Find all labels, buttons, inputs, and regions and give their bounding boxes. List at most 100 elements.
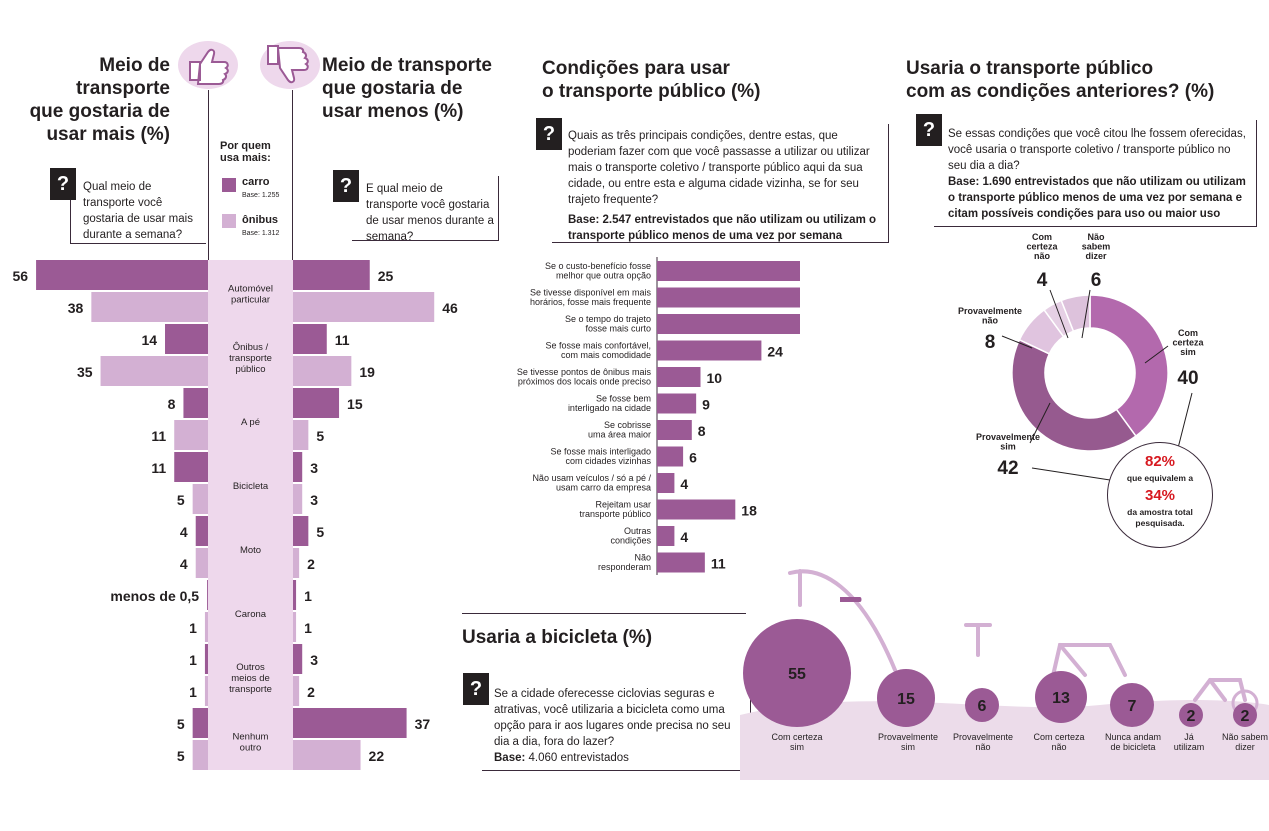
donut-chart: Com certeza sim 40 Provavelmente sim 42 Provave… (958, 232, 1205, 481)
left-title-line: Meio de transporte (76, 55, 170, 99)
bar-more-car (36, 260, 208, 290)
bike-bubble (1035, 671, 1087, 723)
question-icon: ? (333, 170, 359, 202)
donut-base-text: Base: 1.690 entrevistados que não utiliz… (948, 176, 1246, 220)
condition-value: 18 (741, 503, 757, 519)
bike-title: Usaria a bicicleta (%) (462, 627, 653, 648)
condition-bar (657, 340, 762, 361)
bar-more-car (204, 644, 208, 674)
value-label: 1 (189, 620, 197, 636)
thumbs-up-icon (178, 41, 238, 89)
category-panel (208, 580, 293, 644)
category-label: Outros meios de transporte (229, 662, 272, 695)
bike-bubble-label: Provavelmente sim (878, 732, 938, 752)
condition-bar (657, 446, 684, 467)
value-label: 35 (77, 364, 93, 380)
condition-label: Se fosse mais interligado com cidades viz… (550, 447, 651, 467)
note-text-1: que equivalem a (1126, 473, 1194, 483)
donut-title-line: com as condições anteriores? (%) (906, 81, 1215, 102)
bar-more-car (192, 708, 208, 738)
left-title: Meio de transporte que gostaria de usar … (14, 54, 170, 146)
value-label: 2 (307, 684, 315, 700)
bar-less-bus (293, 740, 361, 770)
bike-bubble-value: 13 (1052, 690, 1070, 707)
donut-slice (1060, 294, 1091, 333)
condition-label: Se o tempo do trajeto fosse mais curto (565, 314, 651, 334)
mid-question-box: Quais as três principais condições, dent… (552, 124, 889, 243)
bike-bubble (1110, 683, 1154, 727)
bike-bubble (1179, 703, 1203, 727)
condition-value: 9 (702, 397, 710, 413)
condition-label: Se fosse mais confortável, com mais comod… (545, 341, 651, 361)
condition-value: 8 (698, 423, 706, 439)
donut-value: 42 (997, 458, 1018, 479)
donut-value: 40 (1177, 368, 1198, 389)
condition-bar (657, 420, 692, 440)
value-label: menos de 0,5 (110, 588, 199, 604)
bike-question-text: Se a cidade oferecesse ciclovias seguras… (494, 688, 731, 748)
right-title-line: usar menos (%) (322, 101, 464, 122)
donut-note-circle: 82% que equivalem a 34% da amostra total… (1107, 442, 1213, 548)
bar-less-car (293, 324, 327, 354)
mid-title-line: Condições para usar (542, 58, 730, 79)
bike-bubble-value: 2 (1241, 708, 1250, 725)
bar-more-car (195, 516, 208, 546)
condition-value: 4 (680, 476, 688, 492)
value-label: 38 (68, 300, 84, 316)
donut-value: 6 (1091, 270, 1102, 291)
donut-question-text: Se essas condições que você citou lhe fo… (948, 128, 1246, 172)
bike-bubble (877, 669, 935, 727)
bar-less-car (293, 260, 370, 290)
value-label: 37 (415, 716, 431, 732)
right-title: Meio de transporte que gostaria de usar … (322, 54, 492, 123)
category-label: Automóvel particular (228, 284, 273, 306)
value-label: 5 (316, 428, 324, 444)
left-title-line: usar mais (%) (46, 124, 170, 145)
note-value-1: 82% (1144, 453, 1176, 470)
bike-bubble-label: Não sabem dizer (1222, 732, 1268, 752)
value-label: 3 (310, 460, 318, 476)
bike-bubble-value: 2 (1187, 708, 1196, 725)
legend-title: Por quem usa mais: (220, 140, 271, 164)
left-title-line: que gostaria de (29, 101, 170, 122)
note-connector (1031, 467, 1111, 481)
donut-value: 8 (985, 332, 996, 353)
bar-less-car (293, 388, 340, 418)
category-panel (208, 516, 293, 580)
value-label: 1 (304, 620, 312, 636)
bike-bubble (1233, 703, 1257, 727)
leader-line (1029, 402, 1051, 444)
bike-bubble-value: 6 (978, 698, 987, 715)
value-label: 25 (378, 268, 394, 284)
category-panel (208, 388, 293, 452)
bike-bubble-value: 55 (788, 666, 806, 683)
condition-label: Se tivesse disponível em mais horários, f… (530, 288, 652, 308)
right-title-line: Meio de transporte (322, 55, 492, 76)
category-label: Carona (235, 609, 267, 620)
bar-less-bus (293, 548, 300, 578)
value-label: 3 (310, 652, 318, 668)
bar-less-car (293, 516, 309, 546)
question-icon: ? (916, 114, 942, 146)
condition-label: Rejeitam usar transporte público (579, 500, 651, 520)
right-title-line: que gostaria de (322, 78, 463, 99)
condition-value: 4 (680, 529, 688, 545)
note-value-2: 34% (1144, 487, 1176, 504)
bar-less-bus (293, 420, 309, 450)
condition-bar (657, 526, 675, 546)
donut-label: Com certeza não (1026, 232, 1058, 261)
bike-bubble (743, 619, 851, 727)
bar-more-bus (192, 740, 208, 770)
bar-more-bus (195, 548, 208, 578)
bar-more-bus (91, 292, 208, 322)
value-label: 46 (442, 300, 458, 316)
leader-line (1144, 345, 1169, 364)
thumbs-down-icon (260, 41, 320, 89)
donut-title-line: Usaria o transporte público (906, 58, 1154, 79)
value-label: 11 (335, 332, 350, 348)
category-panel (208, 644, 293, 708)
condition-bar (657, 552, 705, 573)
condition-label: Não usam veículos / só a pé / usam carro … (532, 473, 651, 493)
note-text-2: da amostra total pesquisada. (1127, 507, 1193, 528)
bar-less-car (293, 452, 303, 482)
